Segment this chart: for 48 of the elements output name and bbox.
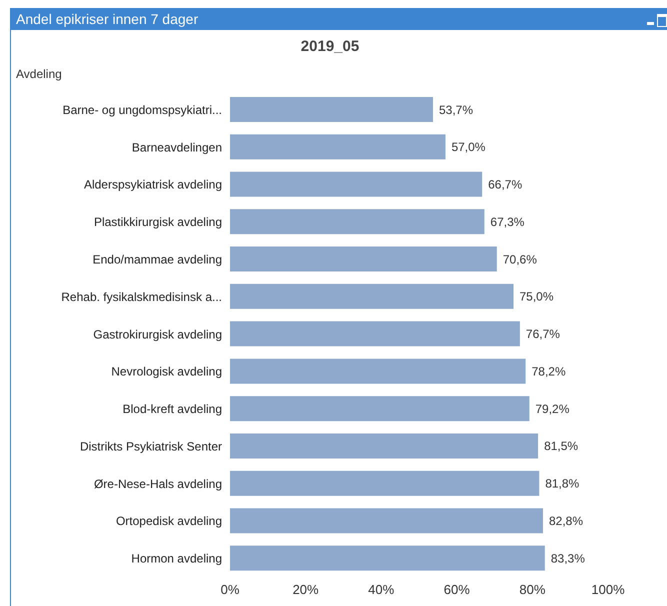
bar (230, 396, 530, 422)
y-tick-label: Distrikts Psykiatrisk Senter (80, 439, 222, 454)
chart-subtitle: 2019_05 (300, 38, 360, 55)
y-tick-label: Alderspsykiatrisk avdeling (84, 178, 222, 192)
bar (230, 246, 497, 272)
x-tick-label: 80% (519, 582, 546, 598)
bar (230, 433, 538, 458)
y-tick-label: Plastikkirurgisk avdeling (94, 215, 222, 230)
x-tick-label: 0% (220, 582, 240, 598)
x-tick-label: 60% (444, 582, 470, 598)
data-label: 78,2% (532, 364, 566, 378)
y-tick-label: Øre-Nese-Hals avdeling (94, 476, 222, 491)
bar (230, 134, 446, 160)
bar (230, 209, 484, 234)
y-tick-label: Ortopedisk avdeling (116, 514, 222, 528)
x-tick-label: 20% (292, 582, 320, 598)
y-tick-label: Hormon avdeling (131, 552, 222, 566)
data-label: 67,3% (490, 214, 525, 229)
bar (230, 508, 543, 534)
y-tick-label: Blod-kreft avdeling (122, 402, 222, 416)
y-tick-label: Gastrokirurgisk avdeling (93, 327, 222, 342)
y-tick-label: Barne- og ungdomspsykiatri... (62, 102, 222, 117)
bar (230, 172, 482, 197)
data-label: 70,6% (502, 252, 538, 266)
data-label: 66,7% (488, 178, 522, 192)
y-tick-label: Nevrologisk avdeling (111, 364, 222, 379)
data-label: 82,8% (548, 514, 584, 528)
data-label: 83,3% (550, 551, 586, 566)
data-label: 75,0% (520, 290, 554, 304)
data-label: 53,7% (438, 102, 474, 117)
x-tick-label: 100% (591, 582, 626, 598)
bar (230, 97, 433, 122)
data-label: 81,8% (545, 476, 580, 491)
data-label: 57,0% (451, 140, 486, 154)
bar (230, 284, 514, 309)
y-tick-label: Rehab. fysikalskmedisinsk a... (61, 290, 222, 304)
y-axis-title: Avdeling (16, 67, 62, 81)
text: Andel epikriser innen 7 dager (16, 11, 198, 27)
bar (230, 470, 540, 496)
y-tick-label: Barneavdelingen (132, 140, 222, 154)
bar (230, 321, 520, 346)
bar (230, 358, 526, 384)
data-label: 79,2% (535, 402, 570, 416)
x-tick-label: 40% (368, 582, 395, 598)
bar (230, 546, 545, 571)
data-label: 81,5% (544, 439, 578, 454)
y-tick-label: Endo/mammae avdeling (92, 252, 222, 266)
data-label: 76,7% (526, 327, 560, 342)
